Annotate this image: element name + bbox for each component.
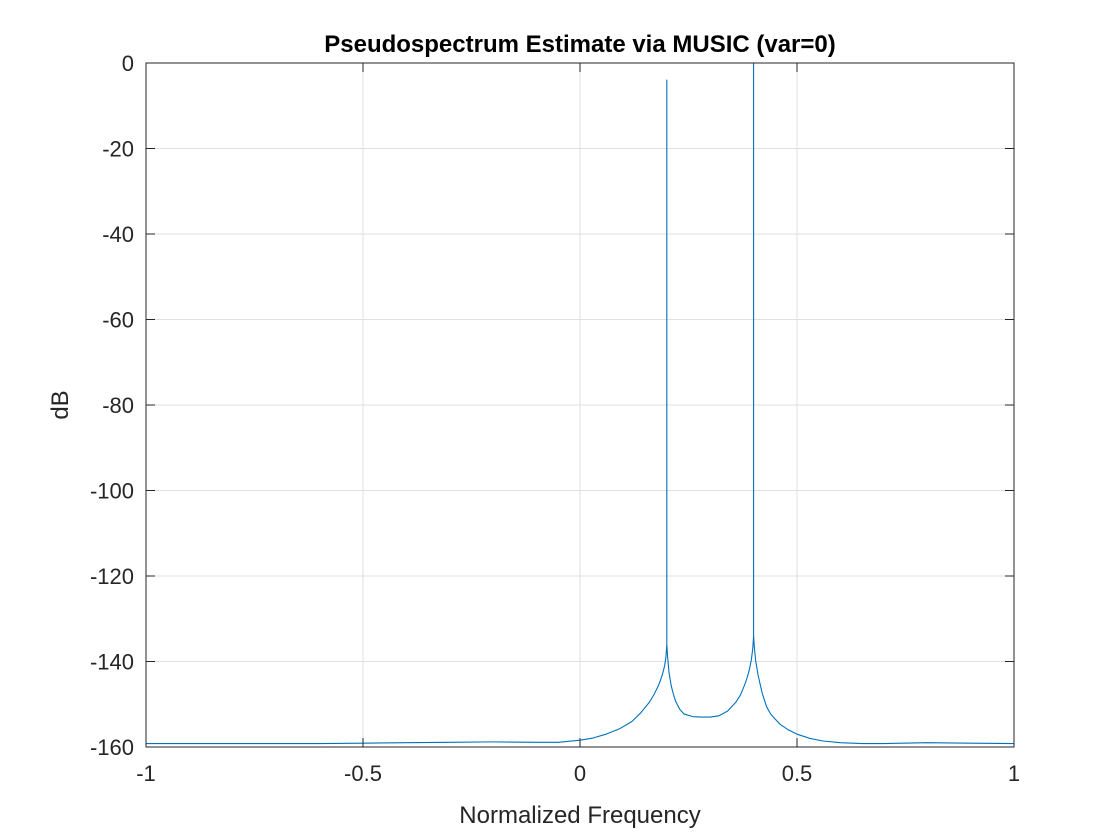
- y-tick-label: -140: [90, 650, 134, 675]
- y-tick-label: -160: [90, 735, 134, 760]
- x-tick-labels: -1 -0.5 0 0.5 1: [136, 761, 1020, 786]
- x-axis-label: Normalized Frequency: [459, 802, 700, 829]
- y-tick-label: -120: [90, 564, 134, 589]
- y-axis-label: dB: [47, 390, 74, 419]
- x-tick-label: 0: [574, 761, 586, 786]
- x-tick-label: -1: [136, 761, 156, 786]
- x-tick-label: 0.5: [782, 761, 813, 786]
- x-tick-label: 1: [1008, 761, 1020, 786]
- x-tick-label: -0.5: [344, 761, 382, 786]
- y-tick-label: 0: [122, 51, 134, 76]
- tick-marks: [145, 62, 1015, 748]
- y-tick-label: -40: [102, 222, 134, 247]
- y-tick-label: -100: [90, 479, 134, 504]
- y-tick-label: -80: [102, 393, 134, 418]
- chart-title: Pseudospectrum Estimate via MUSIC (var=0…: [324, 31, 836, 58]
- y-tick-label: -20: [102, 137, 134, 162]
- y-tick-label: -60: [102, 308, 134, 333]
- y-tick-labels: 0 -20 -40 -60 -80 -100 -120 -140 -160: [90, 51, 134, 760]
